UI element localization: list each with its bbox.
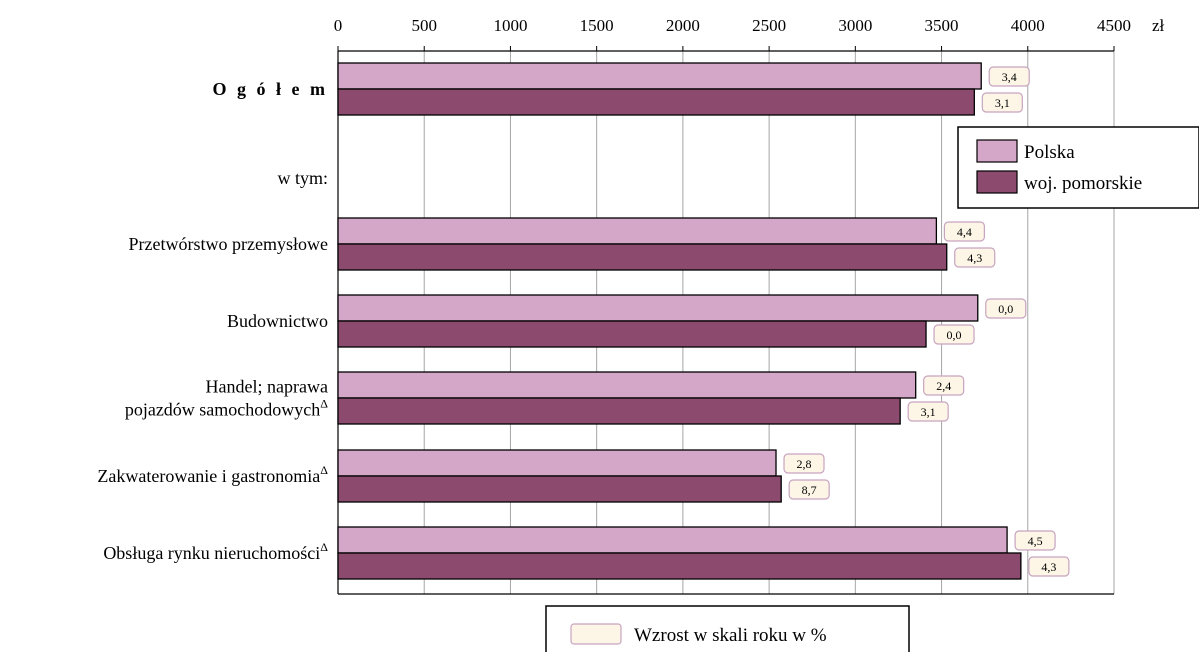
bar-pomorskie <box>337 397 901 425</box>
x-tick-label: 500 <box>411 16 437 35</box>
data-label: 8,7 <box>802 483 817 497</box>
category-label: Handel; naprawa <box>206 377 328 397</box>
bar-polska <box>337 294 979 322</box>
data-label: 2,8 <box>797 457 812 471</box>
growth-legend-label: Wzrost w skali roku w % <box>634 625 827 646</box>
series-legend-box <box>957 126 1199 209</box>
bar-polska <box>337 217 938 245</box>
bar-polska <box>337 449 777 477</box>
x-axis-unit: zł <box>1152 16 1165 35</box>
x-tick-label: 1500 <box>580 16 614 35</box>
data-labels: 3,4 4,4 0,0 2,4 2,8 4,5 3,1 4,3 0,0 3,1 8,7 4,3 <box>783 66 1070 577</box>
x-tick-label: 3000 <box>838 16 872 35</box>
data-label: 3,1 <box>995 96 1010 110</box>
data-label: 0,0 <box>998 302 1013 316</box>
x-tick-label: 4500 <box>1097 16 1131 35</box>
data-label-box <box>985 298 1027 319</box>
data-label: 0,0 <box>947 328 962 342</box>
bar-pomorskie <box>337 552 1022 580</box>
x-tick-label: 0 <box>334 16 343 35</box>
bar-pomorskie <box>337 475 782 503</box>
growth-legend-frame <box>545 605 910 652</box>
data-label-box <box>783 453 825 474</box>
x-tick-label: 1000 <box>493 16 527 35</box>
data-label: 3,4 <box>1002 70 1017 84</box>
data-label-box <box>788 479 830 500</box>
x-tick-label: 2000 <box>666 16 700 35</box>
data-label: 4,3 <box>1041 560 1056 574</box>
data-label-box <box>907 401 949 422</box>
series-legend: Polska woj. pomorskie <box>957 126 1199 209</box>
bars <box>337 62 1022 580</box>
growth-legend: Wzrost w skali roku w % <box>545 605 910 652</box>
legend-label-polska: Polska <box>1024 142 1075 163</box>
bar-polska <box>337 371 917 399</box>
legend-swatch-polska <box>976 139 1018 163</box>
legend-label-pomorskie: woj. pomorskie <box>1024 173 1142 194</box>
legend-swatch-pomorskie <box>976 170 1018 194</box>
data-label-box <box>943 221 985 242</box>
category-label: Obsługa rynku nieruchomościΔ <box>103 540 328 563</box>
data-label-box <box>1028 556 1070 577</box>
category-label: w tym: <box>277 168 328 188</box>
category-label: Zakwaterowanie i gastronomiaΔ <box>97 463 328 486</box>
bar-pomorskie <box>337 243 948 271</box>
data-label-box <box>923 375 965 396</box>
x-tick-label: 4000 <box>1011 16 1045 35</box>
growth-legend-swatch <box>570 623 622 645</box>
data-label: 4,4 <box>957 225 972 239</box>
data-label-box <box>981 92 1023 113</box>
data-label: 2,4 <box>936 379 951 393</box>
category-label: pojazdów samochodowychΔ <box>125 397 328 420</box>
bar-pomorskie <box>337 320 927 348</box>
data-label-box <box>933 324 975 345</box>
data-label: 4,5 <box>1028 534 1043 548</box>
data-label-box <box>954 247 996 268</box>
category-labels: O g ó ł e m w tym: Przetwórstwo przemysłow… <box>97 79 328 563</box>
bar-pomorskie <box>337 88 975 116</box>
data-label: 3,1 <box>921 405 936 419</box>
x-tick-label: 3500 <box>925 16 959 35</box>
x-axis-ticks: 0 500 1000 1500 2000 2500 3000 3500 4000 4500 <box>334 16 1131 51</box>
data-label-box <box>1014 530 1056 551</box>
bar-polska <box>337 526 1008 554</box>
category-label: Przetwórstwo przemysłowe <box>129 234 328 254</box>
x-tick-label: 2500 <box>752 16 786 35</box>
category-label: O g ó ł e m <box>213 79 329 99</box>
category-label: Budownictwo <box>227 311 328 331</box>
data-label: 4,3 <box>967 251 982 265</box>
data-label-box <box>988 66 1030 87</box>
bar-polska <box>337 62 982 90</box>
